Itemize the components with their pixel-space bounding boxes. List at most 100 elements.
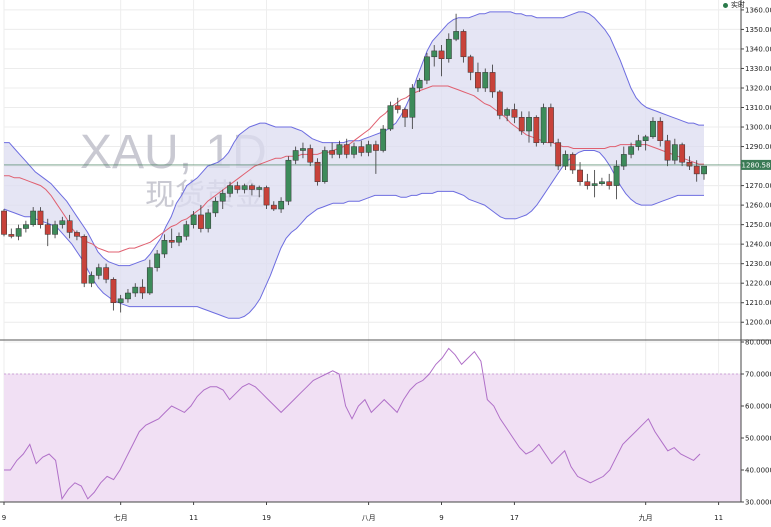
candle-body [205, 212, 212, 229]
candle [329, 142, 336, 159]
candle [300, 142, 306, 159]
x-tick-label: 11 [189, 514, 198, 522]
candle [533, 115, 540, 147]
candle-body [380, 128, 387, 151]
candle-body [292, 150, 299, 161]
candle-body [95, 267, 102, 276]
candle-body [1, 210, 7, 235]
candle-body [635, 140, 642, 147]
candle-body [504, 109, 511, 116]
candle [125, 289, 131, 303]
candle-body [540, 107, 547, 143]
candle [679, 142, 686, 167]
candle-body [183, 224, 190, 237]
rsi-y-tick-label: 40.0000 [745, 467, 771, 475]
candle [445, 33, 452, 63]
candle-body [270, 204, 277, 210]
candle [110, 277, 117, 311]
candle-body [453, 31, 460, 40]
candle-body [358, 146, 365, 153]
y-tick-label: 1300.00 [745, 124, 771, 132]
candle-body [110, 279, 117, 303]
candle [44, 218, 51, 247]
y-tick-label: 1210.00 [745, 299, 771, 307]
candle [190, 210, 197, 229]
candle [394, 97, 401, 114]
candle-body [351, 146, 357, 155]
candle-body [701, 165, 707, 175]
candle-body [657, 120, 664, 141]
y-tick-label: 1350.00 [745, 26, 771, 34]
candle [52, 220, 58, 239]
candle-body [256, 187, 263, 190]
candle-body [424, 56, 430, 81]
candle [613, 160, 620, 200]
candle-body [74, 232, 80, 237]
candle-body [146, 267, 153, 294]
candle-body [227, 185, 233, 194]
y-tick-label: 1250.00 [745, 221, 771, 229]
y-tick-label: 1240.00 [745, 241, 771, 249]
live-dot-icon [723, 2, 728, 8]
candle [628, 142, 635, 159]
candle-body [300, 148, 306, 151]
y-tick-label: 1330.00 [745, 65, 771, 73]
candle-body [198, 214, 204, 229]
band-mid-line [4, 85, 704, 253]
candle-body [402, 109, 408, 118]
candle-body [249, 185, 255, 190]
candle-body [263, 187, 270, 206]
candle-body [66, 220, 73, 233]
candle [548, 103, 554, 147]
candle [518, 111, 525, 135]
candle [701, 165, 707, 180]
candles [1, 13, 741, 313]
candle [74, 230, 80, 241]
y-tick-label: 1270.00 [745, 182, 771, 190]
rsi-y-tick-label: 60.0000 [745, 403, 771, 411]
candle [686, 156, 693, 170]
rsi-zone [4, 374, 741, 502]
candle [270, 201, 277, 211]
candle-body [81, 236, 88, 284]
candle-body [15, 228, 22, 237]
candle [642, 134, 649, 151]
candle-body [475, 72, 481, 89]
candle-body [467, 56, 474, 73]
candle [504, 107, 511, 122]
candle-body [314, 161, 321, 182]
candle-body [416, 79, 423, 89]
candle [635, 134, 642, 151]
candle-body [168, 240, 175, 243]
candle [569, 152, 576, 174]
candle [599, 177, 605, 186]
candle [671, 138, 678, 165]
candle-body [52, 224, 58, 235]
candle-body [409, 87, 416, 118]
candle [314, 158, 321, 186]
candle-body [176, 236, 182, 243]
candle [103, 263, 110, 284]
x-tick-label: 七月 [114, 513, 128, 522]
candle [562, 150, 569, 170]
y-tick-label: 1340.00 [745, 45, 771, 53]
candle-body [650, 120, 656, 138]
candle [139, 279, 146, 299]
candle [161, 234, 168, 258]
candle-body [241, 185, 248, 190]
candle-body [555, 142, 562, 167]
rsi-y-tick-label: 30.0000 [745, 499, 771, 507]
candle-body [431, 50, 438, 58]
current-price-marker: 1280.58 [741, 159, 771, 170]
candle-body [285, 159, 292, 202]
candle [482, 68, 489, 92]
candle-body [132, 286, 139, 294]
candle-body [693, 165, 700, 175]
realtime-indicator[interactable]: 实时 [723, 0, 745, 10]
candle-body [526, 117, 532, 132]
candle-body [336, 144, 343, 155]
candle-body [606, 181, 613, 186]
y-tick-label: 1310.00 [745, 104, 771, 112]
candle-body [664, 140, 671, 161]
